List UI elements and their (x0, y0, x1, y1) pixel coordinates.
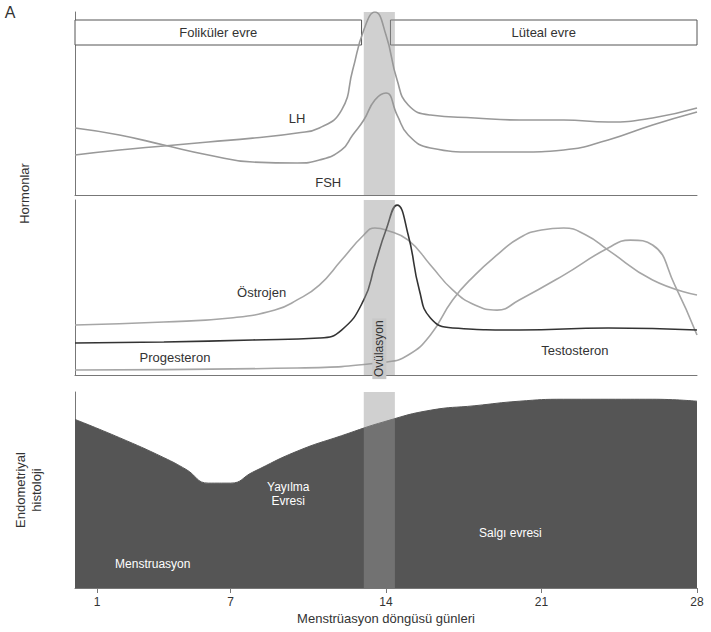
svg-text:FSH: FSH (315, 175, 341, 190)
svg-text:21: 21 (535, 595, 549, 609)
svg-text:Hormonlar: Hormonlar (17, 162, 32, 223)
svg-text:Foliküler evre: Foliküler evre (179, 25, 257, 40)
svg-text:Progesteron: Progesteron (140, 350, 211, 365)
svg-text:14: 14 (379, 595, 393, 609)
svg-text:Evresi: Evresi (272, 494, 305, 508)
svg-text:Menstruasyon: Menstruasyon (115, 557, 190, 571)
svg-text:histoloji: histoloji (29, 468, 44, 511)
svg-text:Testosteron: Testosteron (541, 343, 608, 358)
svg-text:Salgı evresi: Salgı evresi (479, 526, 542, 540)
svg-text:LH: LH (289, 111, 306, 126)
svg-text:7: 7 (227, 595, 234, 609)
svg-text:1: 1 (94, 595, 101, 609)
svg-text:Östrojen: Östrojen (237, 285, 286, 300)
svg-text:Ovülasyon: Ovülasyon (372, 320, 386, 377)
svg-text:Menstrüasyon döngüsü günleri: Menstrüasyon döngüsü günleri (297, 611, 475, 626)
svg-text:28: 28 (690, 595, 704, 609)
svg-text:Lüteal evre: Lüteal evre (512, 25, 576, 40)
svg-text:Yayılma: Yayılma (267, 480, 310, 494)
svg-text:A: A (5, 4, 16, 21)
svg-text:Endometriyal: Endometriyal (13, 452, 28, 528)
